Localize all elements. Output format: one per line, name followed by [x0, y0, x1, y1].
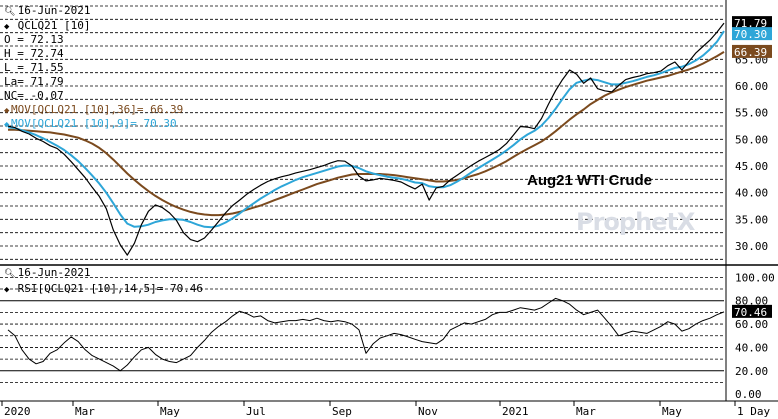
last-value-tag-text: 70.30 [734, 28, 767, 41]
x-tick-label: Sep [332, 405, 352, 418]
open-value: O = 72.13 [4, 33, 64, 46]
price-date: 16-Jun-2021 [17, 4, 91, 17]
x-tick-label: 1 Day [737, 405, 770, 418]
price-grid [0, 5, 724, 260]
price-tick-label: 40.00 [735, 187, 768, 200]
last-value: La= 71.79 [4, 75, 64, 88]
rsi-tick-label: 40.00 [735, 341, 768, 354]
rsi-tick-label: 20.00 [735, 365, 768, 378]
mov36-label: MOV[QCLQ21 [10],36]= 66.39 [11, 103, 184, 116]
price-series [7, 22, 725, 256]
rsi-tick-label: 0.00 [735, 388, 762, 401]
x-tick-label: Mar [75, 405, 95, 418]
rsi-label: RSI[QCLQ21 [10],14,5]= 70.46 [17, 282, 204, 295]
x-tick-label: Mar [576, 405, 596, 418]
price-tick-label: 30.00 [735, 240, 768, 253]
mov9-legend: ◆ MOV[QCLQ21 [10],9]= 70.30 [4, 117, 177, 132]
price-tick-label: 60.00 [735, 80, 768, 93]
last-value-tag [732, 16, 772, 30]
symbol-label: QCLQ21 [10] [17, 19, 91, 32]
last-value-tag-text: 66.39 [734, 46, 767, 59]
watermark: ProphetX [576, 208, 695, 236]
rsi-date: 16-Jun-2021 [17, 266, 91, 279]
axes [0, 0, 778, 406]
rsi-tick-label: 80.00 [735, 295, 768, 308]
price-tick-label: 45.00 [735, 160, 768, 173]
axis-labels: 30.0035.0040.0045.0050.0055.0060.0065.00… [4, 16, 775, 418]
diamond-icon: ◆ [4, 285, 10, 295]
mov36-series-line [8, 51, 725, 217]
net-change-value: NC= -0.07 [4, 89, 64, 102]
last-value-tag [732, 27, 772, 41]
diamond-icon: ◆ [4, 106, 10, 116]
last-value-tag [732, 44, 772, 58]
price-tick-label: 55.00 [735, 107, 768, 120]
price-tick-label: 35.00 [735, 213, 768, 226]
diamond-icon: ◆ [4, 120, 10, 130]
rsi-last-value-tag-text: 70.46 [734, 306, 767, 319]
rsi-series-line [7, 297, 725, 372]
symbol-row: ◆ QCLQ21 [10] [4, 19, 90, 34]
rsi-legend: ◆ RSI[QCLQ21 [10],14,5]= 70.46 [4, 282, 203, 297]
diamond-icon: ◆ [4, 22, 10, 32]
price-series-line [7, 22, 725, 256]
rsi-last-value-tag [732, 304, 772, 318]
rsi-tick-label: 100.00 [735, 271, 775, 284]
rsi-grid [0, 276, 724, 383]
chart-annotation: Aug21 WTI Crude [527, 172, 653, 189]
x-tick-label: May [160, 405, 180, 418]
high-value: H = 72.74 [4, 47, 64, 60]
last-value-tag-text: 71.79 [734, 17, 767, 30]
magnifier-icon: 🔍︎ [4, 7, 16, 17]
magnifier-icon: 🔍︎ [4, 269, 16, 279]
x-tick-label: Nov [418, 405, 438, 418]
x-tick-label: Jul [246, 405, 266, 418]
price-tick-label: 50.00 [735, 133, 768, 146]
x-tick-label: 2020 [4, 405, 31, 418]
rsi-tick-label: 60.00 [735, 318, 768, 331]
rsi-date-row: 🔍︎ 16-Jun-2021 [4, 266, 90, 281]
rsi-series [7, 297, 725, 372]
x-tick-label: 2021 [502, 405, 529, 418]
low-value: L = 71.55 [4, 61, 64, 74]
mov36-legend: ◆ MOV[QCLQ21 [10],36]= 66.39 [4, 103, 183, 118]
mov9-label: MOV[QCLQ21 [10],9]= 70.30 [11, 117, 177, 130]
x-tick-label: May [662, 405, 682, 418]
mov9-series-line [7, 30, 725, 229]
price-date-row: 🔍︎ 16-Jun-2021 [4, 4, 90, 19]
